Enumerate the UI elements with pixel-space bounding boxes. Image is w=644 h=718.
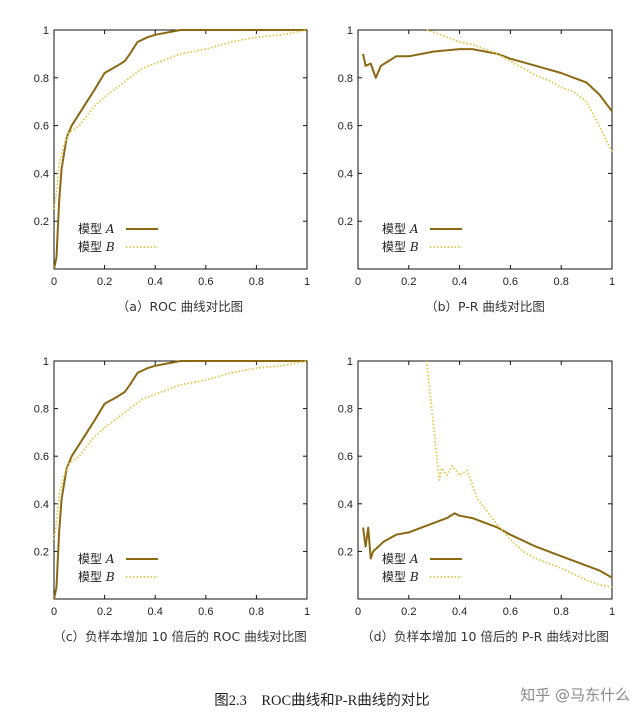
x-tick-label: 0 [51, 606, 57, 618]
y-tick-label: 0.2 [338, 546, 353, 558]
series-line-model-a [362, 48, 613, 112]
y-tick-label: 0.4 [338, 499, 353, 511]
y-tick-label: 0.6 [338, 451, 353, 463]
y-tick-label: 1 [43, 25, 49, 37]
series-line-model-b [426, 29, 613, 153]
series-line-model-b [53, 29, 308, 210]
chart-d: 0 0.2 0.4 0.6 0.8 1 0.2 0.4 0.6 0.8 1 模型 A 模型 B （d）负样… [338, 356, 615, 644]
y-tick-label: 0.2 [338, 216, 353, 228]
y-tick-label: 0.2 [34, 546, 49, 558]
y-tick-label: 0.6 [34, 121, 49, 133]
panel-caption: （b）P-R 曲线对比图 [425, 299, 545, 314]
series-line-model-b [53, 360, 308, 540]
x-tick-label: 0 [355, 276, 361, 288]
x-tick-label: 0.6 [503, 276, 518, 288]
x-tick-label: 0.2 [97, 276, 112, 288]
y-tick-label: 0.8 [338, 404, 353, 416]
y-tick-label: 0.8 [34, 404, 49, 416]
x-tick-label: 0.2 [401, 606, 416, 618]
y-tick-label: 0.4 [338, 168, 353, 180]
x-tick-label: 1 [304, 606, 310, 618]
panel-caption: （a）ROC 曲线对比图 [117, 299, 243, 314]
legend-label-model-a: 模型 A [78, 552, 115, 566]
chart-a: 0 0.2 0.4 0.6 0.8 1 0.2 0.4 0.6 0.8 1 模型 A 模型 B （a）RO… [34, 25, 310, 314]
x-tick-label: 0.2 [97, 606, 112, 618]
x-tick-label: 1 [609, 276, 615, 288]
x-tick-label: 0.4 [148, 276, 163, 288]
y-tick-label: 0.6 [34, 451, 49, 463]
x-tick-label: 0.8 [554, 606, 569, 618]
legend-label-model-a: 模型 A [78, 222, 115, 236]
x-tick-label: 0.4 [452, 606, 467, 618]
legend-label-model-b: 模型 B [78, 570, 115, 584]
legend-label-model-a: 模型 A [382, 222, 419, 236]
x-tick-label: 0 [355, 606, 361, 618]
y-tick-label: 0.8 [338, 73, 353, 85]
x-tick-label: 0.8 [249, 606, 264, 618]
plot-frame [357, 29, 613, 270]
x-tick-label: 0.6 [503, 606, 518, 618]
series-line-model-b [425, 360, 613, 588]
series-line-model-a [362, 512, 613, 579]
y-tick-label: 0.4 [34, 499, 49, 511]
legend-label-model-b: 模型 B [78, 240, 115, 254]
y-tick-label: 1 [347, 25, 353, 37]
watermark: 知乎 @马东什么 [520, 686, 630, 704]
legend-label-model-a: 模型 A [382, 552, 419, 566]
series-line-model-a [53, 29, 307, 270]
legend-label-model-b: 模型 B [382, 240, 419, 254]
panel-caption: （c）负样本增加 10 倍后的 ROC 曲线对比图 [53, 629, 306, 644]
x-tick-label: 0.6 [198, 276, 213, 288]
x-tick-label: 0 [51, 276, 57, 288]
y-tick-label: 0.2 [34, 216, 49, 228]
chart-b: 0 0.2 0.4 0.6 0.8 1 0.2 0.4 0.6 0.8 1 模型 A 模型 B （b）P-… [338, 25, 615, 314]
x-tick-label: 0.2 [401, 276, 416, 288]
series-line-model-a [53, 360, 307, 600]
panel-caption: （d）负样本增加 10 倍后的 P-R 曲线对比图 [361, 629, 609, 644]
x-tick-label: 0.8 [249, 276, 264, 288]
y-tick-label: 1 [347, 356, 353, 368]
x-tick-label: 0.4 [452, 276, 467, 288]
x-tick-label: 0.4 [148, 606, 163, 618]
y-tick-label: 1 [43, 356, 49, 368]
y-tick-label: 0.8 [34, 73, 49, 85]
x-tick-label: 1 [609, 606, 615, 618]
y-tick-label: 0.4 [34, 168, 49, 180]
chart-c: 0 0.2 0.4 0.6 0.8 1 0.2 0.4 0.6 0.8 1 模型 A 模型 B （c）负样… [34, 356, 310, 644]
y-tick-label: 0.6 [338, 121, 353, 133]
x-tick-label: 1 [304, 276, 310, 288]
plot-frame [357, 360, 613, 600]
x-tick-label: 0.8 [554, 276, 569, 288]
legend-label-model-b: 模型 B [382, 570, 419, 584]
figure-caption: 图2.3 ROC曲线和P-R曲线的对比 [214, 693, 430, 709]
x-tick-label: 0.6 [198, 606, 213, 618]
